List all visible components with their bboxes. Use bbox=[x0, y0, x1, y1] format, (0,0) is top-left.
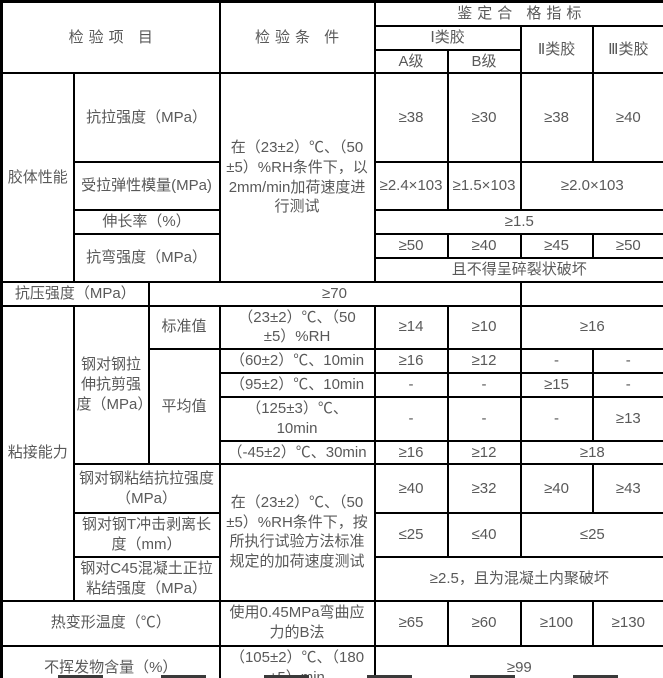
nonvolatile-all: ≥99 bbox=[373, 644, 663, 678]
col-header-test-item: 检验项 目 bbox=[0, 0, 221, 75]
shear-standard-t23: ≥16 bbox=[519, 304, 663, 351]
pull-t3: ≥43 bbox=[591, 463, 663, 515]
shear-average-label: 平均值 bbox=[147, 348, 221, 466]
tensile-a: ≥38 bbox=[373, 72, 449, 164]
bending-a: ≥50 bbox=[373, 233, 449, 259]
modulus-t23: ≥2.0×103 bbox=[519, 161, 663, 212]
shear-60-t3: - bbox=[591, 348, 663, 375]
table-row: 抗压强度（MPa） ≥70 bbox=[0, 280, 663, 307]
table-row: 胶体性能 抗拉强度（MPa） 在（23±2）℃、（50±5）%RH条件下，以2m… bbox=[0, 72, 663, 283]
shear-125-t3: ≥13 bbox=[591, 395, 663, 442]
table-row: 钢对钢T冲击剥离长度（mm） ≤25 ≤40 ≤25 bbox=[2, 512, 663, 558]
condition-shear-m45: （-45±2）℃、30min bbox=[218, 439, 376, 466]
table-row: （-45±2）℃、30min ≥16 ≥12 ≥18 bbox=[2, 439, 663, 466]
tensile-t3: ≥40 bbox=[591, 72, 663, 164]
table-row: 钢对钢粘结抗拉强度（MPa） 在（23±2）℃、（50±5）%RH条件下，按所执… bbox=[2, 463, 663, 602]
header-row-1: 检验项 目 检验条 件 鉴定合 格指标 bbox=[0, 0, 663, 75]
row-label-heat-distortion: 热变形温度（℃） bbox=[0, 599, 221, 647]
col-header-type1: Ⅰ类胶 bbox=[373, 24, 522, 51]
bending-t2: ≥45 bbox=[519, 233, 594, 259]
heat-a: ≥65 bbox=[373, 599, 449, 647]
concrete-all: ≥2.5，且为混凝土内聚破坏 bbox=[373, 555, 663, 602]
col-header-qualified-index: 鉴定合 格指标 bbox=[373, 0, 663, 27]
table-row: 粘接能力 钢对钢拉伸抗剪强度（MPa） 标准值 （23±2）℃、（50±5）%R… bbox=[0, 304, 663, 602]
table-row: 不挥发物含量（%） （105±2）℃、（180±5）min ≥99 bbox=[0, 644, 663, 678]
row-label-modulus: 受拉弹性模量(MPa) bbox=[72, 161, 221, 212]
pull-b: ≥32 bbox=[446, 463, 522, 515]
shear-95-b: - bbox=[446, 372, 522, 398]
header-row-3: A级 B级 bbox=[2, 48, 663, 75]
col-header-grade-b: B级 bbox=[446, 48, 522, 75]
cutoff-next-row-line bbox=[0, 675, 663, 678]
condition-nonvolatile: （105±2）℃、（180±5）min bbox=[218, 644, 376, 678]
table-row: 伸长率（%） ≥1.5 bbox=[2, 209, 663, 236]
table-row: 受拉弹性模量(MPa) ≥2.4×103 ≥1.5×103 ≥2.0×103 bbox=[2, 161, 663, 212]
col-header-type2: Ⅱ类胶 bbox=[519, 24, 594, 75]
condition-shear-60: （60±2）℃、10min bbox=[218, 348, 376, 375]
elongation-all: ≥1.5 bbox=[373, 209, 663, 236]
bending-t3: ≥50 bbox=[591, 233, 663, 259]
condition-shear-125: （125±3）℃、 10min bbox=[218, 395, 376, 442]
shear-m45-a: ≥16 bbox=[373, 439, 449, 466]
tensile-t2: ≥38 bbox=[519, 72, 594, 164]
shear-95-t2: ≥15 bbox=[519, 372, 594, 398]
row-label-elongation: 伸长率（%） bbox=[72, 209, 221, 236]
peel-b: ≤40 bbox=[446, 512, 522, 558]
shear-60-b: ≥12 bbox=[446, 348, 522, 375]
row-label-tensile-strength: 抗拉强度（MPa） bbox=[72, 72, 221, 164]
shear-standard-label: 标准值 bbox=[147, 304, 221, 351]
condition-heat: 使用0.45MPa弯曲应力的B法 bbox=[218, 599, 376, 647]
table-row: 平均值 （60±2）℃、10min ≥16 ≥12 - - bbox=[2, 348, 663, 466]
col-header-test-condition: 检验条 件 bbox=[218, 0, 376, 75]
shear-95-a: - bbox=[373, 372, 449, 398]
bending-note: 且不得呈碎裂状破坏 bbox=[373, 256, 663, 283]
row-label-compressive-strength: 抗压强度（MPa） bbox=[0, 280, 150, 307]
condition-colloid: 在（23±2）℃、（50±5）%RH条件下，以2mm/min加荷速度进行测试 bbox=[218, 72, 376, 283]
table-row: （95±2）℃、10min - - ≥15 - bbox=[2, 372, 663, 398]
heat-t3: ≥130 bbox=[591, 599, 663, 647]
shear-95-t3: - bbox=[591, 372, 663, 398]
row-label-shear-strength: 钢对钢拉伸抗剪强度（MPa） bbox=[72, 304, 150, 466]
heat-b: ≥60 bbox=[446, 599, 522, 647]
table-row: 抗弯强度（MPa） ≥50 ≥40 ≥45 ≥50 bbox=[2, 233, 663, 283]
row-label-nonvolatile: 不挥发物含量（%） bbox=[0, 644, 221, 678]
col-header-grade-a: A级 bbox=[373, 48, 449, 75]
shear-125-b: - bbox=[446, 395, 522, 442]
condition-shear-standard: （23±2）℃、（50±5）%RH bbox=[218, 304, 376, 351]
compressive-all: ≥70 bbox=[147, 280, 522, 307]
group-label-colloid: 胶体性能 bbox=[0, 72, 75, 283]
shear-standard-b: ≥10 bbox=[446, 304, 522, 351]
table-row: （125±3）℃、 10min - - - ≥13 bbox=[2, 395, 663, 442]
group-label-bonding: 粘接能力 bbox=[0, 304, 75, 602]
peel-t23: ≤25 bbox=[519, 512, 663, 558]
shear-m45-t23: ≥18 bbox=[519, 439, 663, 466]
table-row: 且不得呈碎裂状破坏 bbox=[2, 256, 663, 283]
pull-a: ≥40 bbox=[373, 463, 449, 515]
tensile-b: ≥30 bbox=[446, 72, 522, 164]
row-label-pull-strength: 钢对钢粘结抗拉强度（MPa） bbox=[72, 463, 221, 515]
row-label-peel-length: 钢对钢T冲击剥离长度（mm） bbox=[72, 512, 221, 558]
modulus-a: ≥2.4×103 bbox=[373, 161, 449, 212]
pull-t2: ≥40 bbox=[519, 463, 594, 515]
row-label-bending-strength: 抗弯强度（MPa） bbox=[72, 233, 221, 283]
modulus-b: ≥1.5×103 bbox=[446, 161, 522, 212]
condition-bonding: 在（23±2）℃、（50±5）%RH条件下，按所执行试验方法标准规定的加荷速度测… bbox=[218, 463, 376, 602]
shear-125-a: - bbox=[373, 395, 449, 442]
heat-t2: ≥100 bbox=[519, 599, 594, 647]
row-label-concrete-bond: 钢对C45混凝土正拉粘结强度（MPa） bbox=[72, 555, 221, 602]
col-header-type3: Ⅲ类胶 bbox=[591, 24, 663, 75]
table-row: 钢对C45混凝土正拉粘结强度（MPa） ≥2.5，且为混凝土内聚破坏 bbox=[2, 555, 663, 602]
shear-60-t2: - bbox=[519, 348, 594, 375]
condition-shear-95: （95±2）℃、10min bbox=[218, 372, 376, 398]
peel-a: ≤25 bbox=[373, 512, 449, 558]
bending-b: ≥40 bbox=[446, 233, 522, 259]
shear-standard-a: ≥14 bbox=[373, 304, 449, 351]
table-row: 热变形温度（℃） 使用0.45MPa弯曲应力的B法 ≥65 ≥60 ≥100 ≥… bbox=[0, 599, 663, 647]
shear-m45-b: ≥12 bbox=[446, 439, 522, 466]
shear-125-t2: - bbox=[519, 395, 594, 442]
shear-60-a: ≥16 bbox=[373, 348, 449, 375]
